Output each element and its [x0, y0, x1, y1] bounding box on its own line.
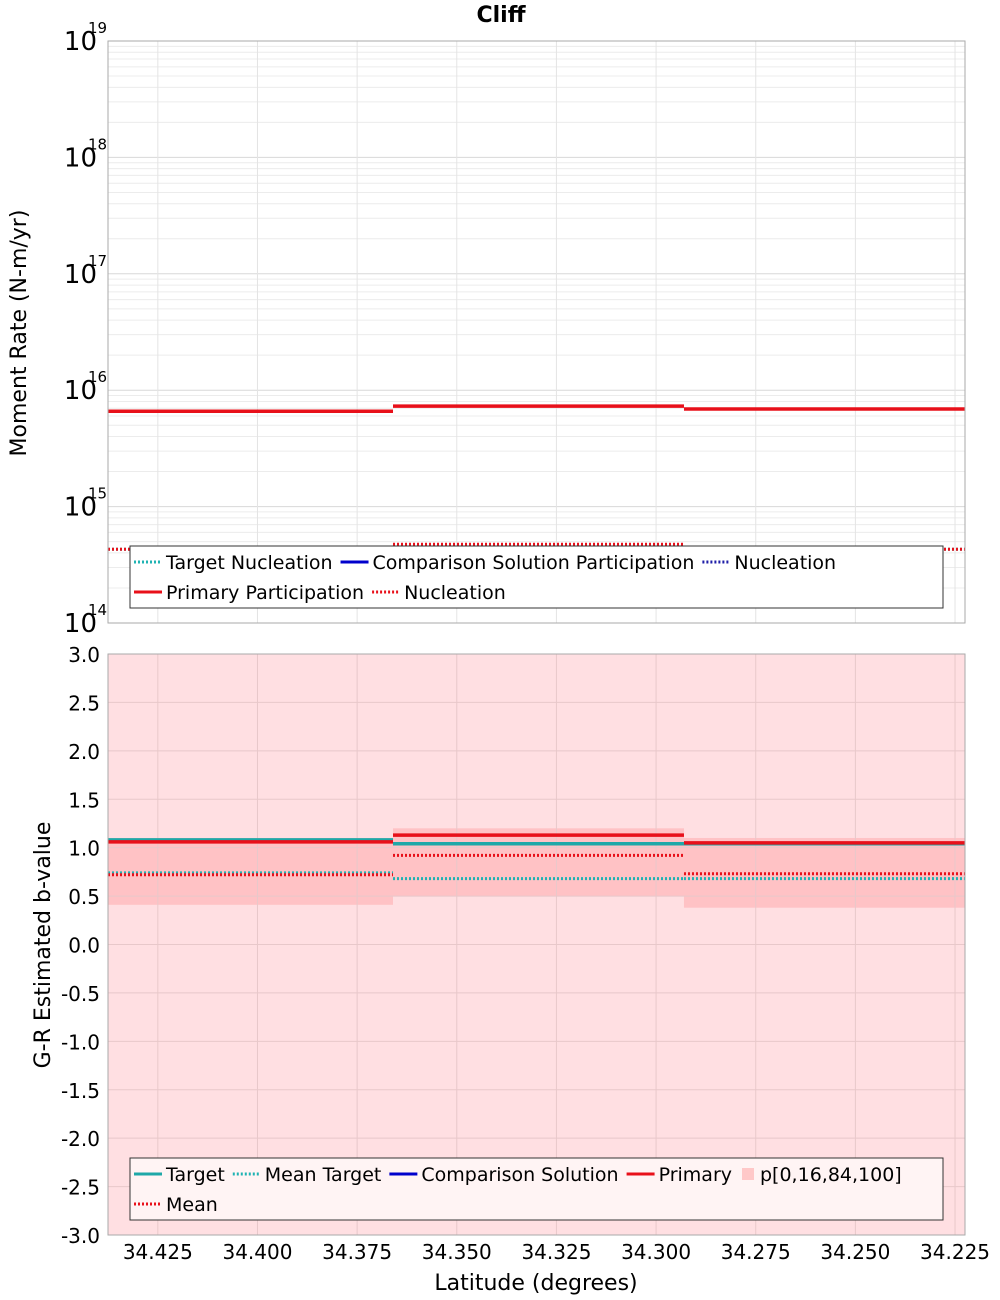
top-y-tick-exponent: 14	[88, 601, 107, 619]
legend-item: Mean	[134, 1194, 218, 1216]
bottom-plot-frame	[107, 653, 966, 1236]
legend-item: Comparison Solution	[389, 1164, 619, 1186]
bottom-y-tick-label: -1.5	[61, 1079, 100, 1103]
bottom-y-tick-label: 2.5	[68, 691, 100, 715]
legend-item: Nucleation	[372, 582, 506, 604]
bottom-y-tick-label: 3.0	[68, 643, 100, 667]
legend-label: Mean Target	[265, 1164, 382, 1186]
legend-label: Comparison Solution	[421, 1164, 618, 1186]
top-y-tick-exponent: 15	[88, 485, 107, 503]
bottom-y-tick-label: 1.0	[68, 837, 100, 861]
x-tick-label: 34.300	[621, 1240, 691, 1264]
bottom-y-tick-label: -2.0	[61, 1127, 100, 1151]
x-tick-label: 34.275	[721, 1240, 791, 1264]
x-tick-label: 34.350	[422, 1240, 492, 1264]
legend-item: Nucleation	[702, 552, 836, 574]
bottom-y-tick-label: 0.5	[68, 885, 100, 909]
x-tick-label: 34.225	[920, 1240, 990, 1264]
bottom-legend-box	[129, 1157, 944, 1221]
top-y-tick-label: 10	[64, 376, 97, 406]
legend-label: Primary Participation	[166, 582, 364, 604]
legend-label: Nucleation	[734, 552, 836, 574]
x-tick-label: 34.250	[820, 1240, 890, 1264]
legend-item: p[0,16,84,100]	[742, 1164, 902, 1186]
legend-label: Mean	[166, 1194, 218, 1216]
bottom-y-axis-label: G-R Estimated b-value	[31, 822, 56, 1069]
x-tick-label: 34.325	[521, 1240, 591, 1264]
legend-label: Target	[165, 1164, 225, 1186]
bottom-y-tick-label: -1.0	[61, 1030, 100, 1054]
x-tick-label: 34.375	[322, 1240, 392, 1264]
band-p16-p84	[393, 828, 684, 897]
bottom-y-tick-label: -2.5	[61, 1176, 100, 1200]
legend-item: Comparison Solution Participation	[340, 552, 695, 574]
legend-label: Primary	[659, 1164, 732, 1186]
top-plot-area	[108, 41, 965, 623]
bottom-y-tick-label: 2.0	[68, 740, 100, 764]
legend-label: p[0,16,84,100]	[760, 1164, 902, 1186]
x-tick-label: 34.400	[222, 1240, 292, 1264]
top-y-tick-label: 10	[64, 143, 97, 173]
bottom-y-tick-label: 0.0	[68, 934, 100, 958]
bottom-y-tick-label: -3.0	[61, 1224, 100, 1248]
top-plot-frame	[107, 40, 966, 624]
chart-title: Cliff	[476, 3, 526, 28]
top-legend-box	[129, 545, 944, 609]
legend-item: Primary Participation	[134, 582, 364, 604]
top-y-tick-label: 10	[64, 609, 97, 639]
top-y-tick-label: 10	[64, 260, 97, 290]
legend-item: Target	[134, 1164, 225, 1186]
legend-label: Comparison Solution Participation	[373, 552, 695, 574]
top-y-tick-label: 10	[64, 27, 97, 57]
legend-swatch	[742, 1168, 754, 1180]
top-y-tick-exponent: 19	[88, 19, 107, 37]
legend-item: Target Nucleation	[134, 552, 333, 574]
top-y-tick-label: 10	[64, 493, 97, 523]
top-y-tick-exponent: 17	[88, 252, 107, 270]
legend-item: Mean Target	[232, 1164, 382, 1186]
top-y-tick-exponent: 18	[88, 135, 107, 153]
legend-label: Target Nucleation	[165, 552, 333, 574]
top-y-tick-exponent: 16	[88, 368, 107, 386]
top-y-axis-label: Moment Rate (N-m/yr)	[7, 210, 32, 457]
x-axis-label: Latitude (degrees)	[434, 1271, 637, 1296]
bottom-y-tick-label: -0.5	[61, 982, 100, 1006]
bottom-y-tick-label: 1.5	[68, 788, 100, 812]
legend-label: Nucleation	[404, 582, 506, 604]
x-tick-label: 34.425	[123, 1240, 193, 1264]
top-legend: Target Nucleation Comparison Solution Par…	[129, 545, 944, 609]
bottom-legend: Target Mean Target Comparison Solution Prim…	[129, 1157, 944, 1221]
legend-item: Primary	[626, 1164, 732, 1186]
